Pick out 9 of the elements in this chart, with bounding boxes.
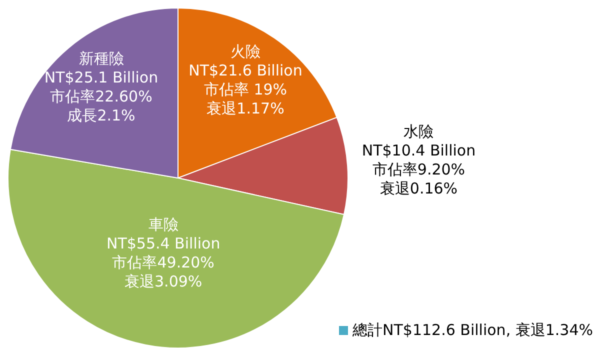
text: 總計NT$112.6 Billion, 衰退1.34% [352,321,593,340]
data-label: NT$21.6 Billion 市佔率 19% 衰退1.17% [188,62,302,118]
data-label: NT$10.4 Billion 市佔率9.20% 衰退0.16% [362,142,476,198]
slice-label: 新種險 [78,50,124,68]
data-label: NT$25.1 Billion 市佔率22.60% 成長2.1% [44,68,158,125]
slice-label: 火險 [230,42,261,60]
slice-label: 水險 [404,122,434,141]
data-label: NT$55.4 Billion 市佔率49.20% 衰退3.09% [106,234,220,291]
slice-label: 車險 [148,216,178,234]
